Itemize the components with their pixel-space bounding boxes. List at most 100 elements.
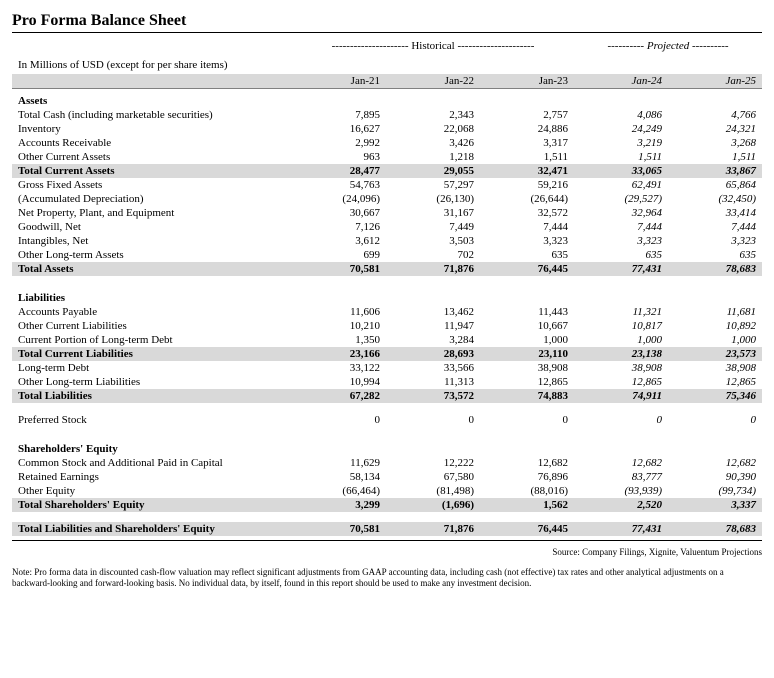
data-row: Gross Fixed Assets54,76357,29759,21662,4… [12, 178, 762, 192]
cell-value: 0 [668, 413, 762, 427]
cell-value: 11,443 [480, 305, 574, 319]
cell-value: 70,581 [292, 262, 386, 276]
cell-value: 11,606 [292, 305, 386, 319]
cell-value: 33,414 [668, 206, 762, 220]
cell-value: 12,222 [386, 456, 480, 470]
section-header-row: Shareholders' Equity [12, 437, 762, 456]
title-rule [12, 32, 762, 33]
section-header-row: Assets [12, 89, 762, 109]
cell-value: 4,086 [574, 108, 668, 122]
data-row: Other Current Liabilities10,21011,94710,… [12, 319, 762, 333]
cell-value: 1,511 [480, 150, 574, 164]
cell-value: 24,249 [574, 122, 668, 136]
cell-value: 28,477 [292, 164, 386, 178]
cell-value: 29,055 [386, 164, 480, 178]
cell-value: 7,449 [386, 220, 480, 234]
row-label: Other Current Liabilities [12, 319, 292, 333]
cell-value: 0 [386, 413, 480, 427]
spacer-row [12, 403, 762, 413]
cell-value: 3,268 [668, 136, 762, 150]
cell-value: 12,682 [668, 456, 762, 470]
section-label: Assets [12, 89, 292, 109]
cell-value: 3,219 [574, 136, 668, 150]
grand-total-row: Total Liabilities and Shareholders' Equi… [12, 522, 762, 536]
cell-value: 1,000 [574, 333, 668, 347]
cell-value: 65,864 [668, 178, 762, 192]
total-row: Total Current Liabilities23,16628,69323,… [12, 347, 762, 361]
data-row: Preferred Stock00000 [12, 413, 762, 427]
cell-value: 2,520 [574, 498, 668, 512]
projected-header: ---------- Projected ---------- [574, 39, 762, 54]
data-row: Total Cash (including marketable securit… [12, 108, 762, 122]
cell-value: 3,337 [668, 498, 762, 512]
cell-value: 24,886 [480, 122, 574, 136]
cell-value: 3,323 [668, 234, 762, 248]
cell-value: 22,068 [386, 122, 480, 136]
data-row: Long-term Debt33,12233,56638,90838,90838… [12, 361, 762, 375]
total-row: Total Assets70,58171,87676,44577,43178,6… [12, 262, 762, 276]
cell-value: 75,346 [668, 389, 762, 403]
cell-value: 11,681 [668, 305, 762, 319]
cell-value: 33,566 [386, 361, 480, 375]
cell-value: 71,876 [386, 262, 480, 276]
cell-value: 28,693 [386, 347, 480, 361]
cell-value: 1,218 [386, 150, 480, 164]
cell-value: 73,572 [386, 389, 480, 403]
cell-value: 33,867 [668, 164, 762, 178]
cell-value: 10,994 [292, 375, 386, 389]
source-line: Source: Company Filings, Xignite, Valuen… [12, 547, 762, 557]
cell-value: 2,992 [292, 136, 386, 150]
row-label: Total Shareholders' Equity [12, 498, 292, 512]
total-row: Total Shareholders' Equity3,299(1,696)1,… [12, 498, 762, 512]
cell-value: 23,110 [480, 347, 574, 361]
data-row: Other Long-term Assets699702635635635 [12, 248, 762, 262]
cell-value: (32,450) [668, 192, 762, 206]
cell-value: 11,313 [386, 375, 480, 389]
data-row: Current Portion of Long-term Debt1,3503,… [12, 333, 762, 347]
cell-value: 57,297 [386, 178, 480, 192]
row-label: Total Assets [12, 262, 292, 276]
cell-value: 3,503 [386, 234, 480, 248]
cell-value: 10,667 [480, 319, 574, 333]
row-label: Retained Earnings [12, 470, 292, 484]
cell-value: 62,491 [574, 178, 668, 192]
spacer-row [12, 276, 762, 286]
section-header-row: Liabilities [12, 286, 762, 305]
cell-value: 1,511 [668, 150, 762, 164]
row-label: Total Current Liabilities [12, 347, 292, 361]
column-header-row: Jan-21Jan-22Jan-23Jan-24Jan-25 [12, 74, 762, 89]
cell-value: 38,908 [574, 361, 668, 375]
cell-value: 78,683 [668, 522, 762, 536]
cell-value: 67,580 [386, 470, 480, 484]
cell-value: (26,130) [386, 192, 480, 206]
cell-value: (29,527) [574, 192, 668, 206]
cell-value: 7,444 [480, 220, 574, 234]
cell-value: 76,896 [480, 470, 574, 484]
cell-value: 13,462 [386, 305, 480, 319]
cell-value: 24,321 [668, 122, 762, 136]
data-row: Other Equity(66,464)(81,498)(88,016)(93,… [12, 484, 762, 498]
balance-sheet-table: --------------------- Historical -------… [12, 39, 762, 536]
historical-header: --------------------- Historical -------… [292, 39, 574, 54]
cell-value: 702 [386, 248, 480, 262]
column-header: Jan-21 [292, 74, 386, 89]
cell-value: (66,464) [292, 484, 386, 498]
row-label: Inventory [12, 122, 292, 136]
row-label: Total Cash (including marketable securit… [12, 108, 292, 122]
cell-value: 963 [292, 150, 386, 164]
cell-value: 10,892 [668, 319, 762, 333]
data-row: Accounts Payable11,60613,46211,44311,321… [12, 305, 762, 319]
total-row: Total Liabilities67,28273,57274,88374,91… [12, 389, 762, 403]
row-label: Total Liabilities and Shareholders' Equi… [12, 522, 292, 536]
cell-value: 0 [574, 413, 668, 427]
cell-value: 0 [480, 413, 574, 427]
cell-value: 4,766 [668, 108, 762, 122]
cell-value: 10,817 [574, 319, 668, 333]
data-row: Inventory16,62722,06824,88624,24924,321 [12, 122, 762, 136]
section-label: Shareholders' Equity [12, 437, 292, 456]
cell-value: 77,431 [574, 262, 668, 276]
cell-value: 12,682 [480, 456, 574, 470]
row-label: Other Equity [12, 484, 292, 498]
total-row: Total Current Assets28,47729,05532,47133… [12, 164, 762, 178]
cell-value: (88,016) [480, 484, 574, 498]
